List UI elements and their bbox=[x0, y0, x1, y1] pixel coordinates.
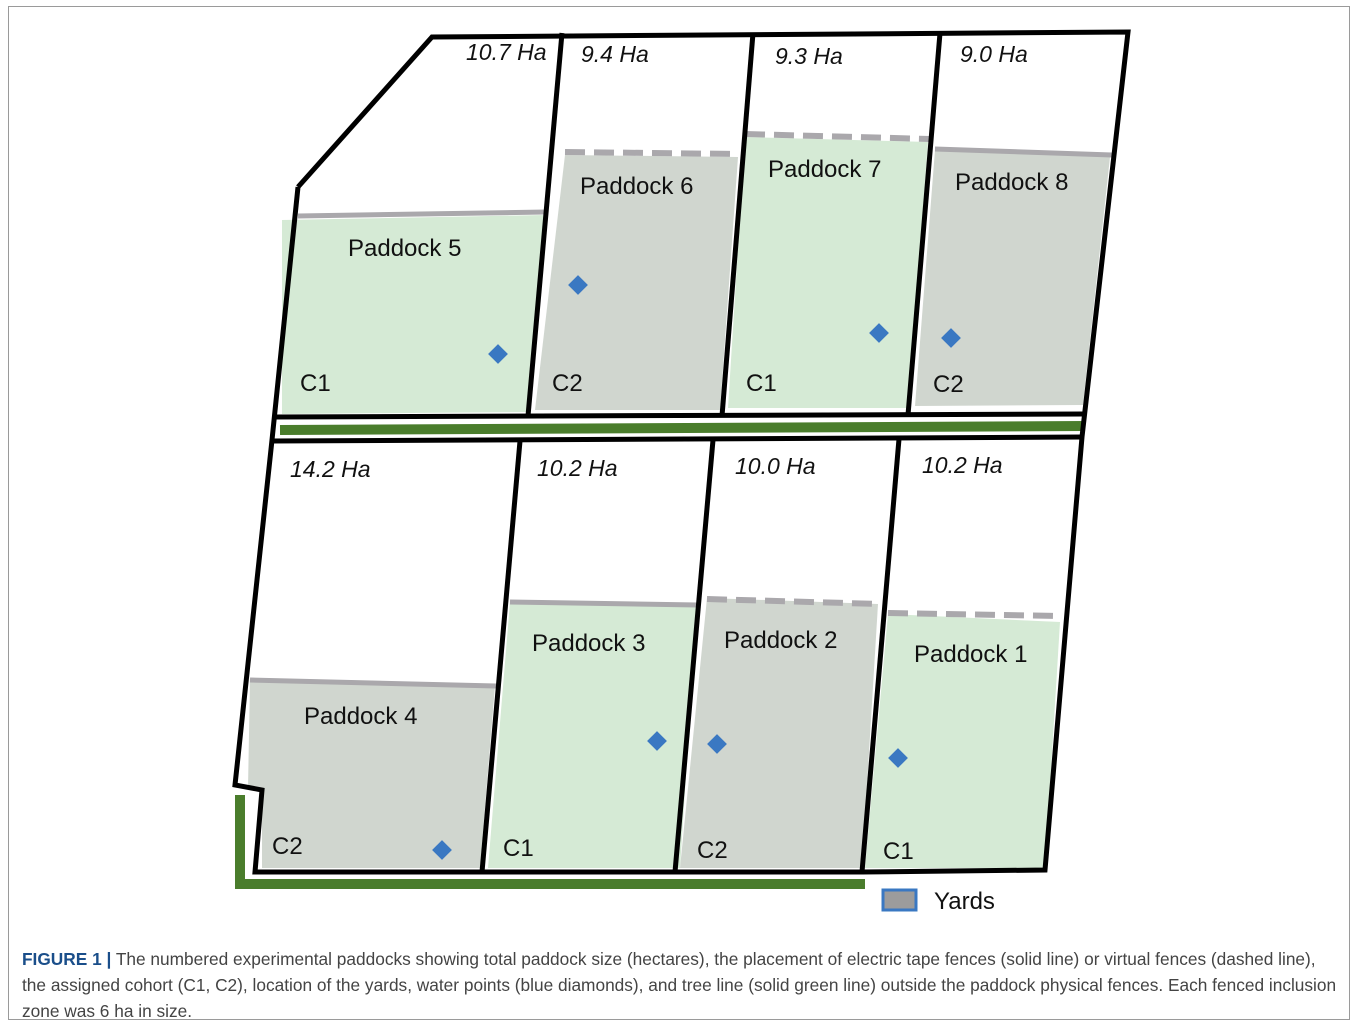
paddock-label: Paddock 6 bbox=[580, 173, 693, 200]
paddock-label: Paddock 7 bbox=[768, 156, 881, 183]
paddock-label: Paddock 1 bbox=[914, 641, 1027, 668]
caption: FIGURE 1 | The numbered experimental pad… bbox=[22, 946, 1338, 1024]
caption-label: FIGURE 1 | bbox=[22, 949, 112, 969]
virtual-fence bbox=[564, 149, 739, 157]
virtual-fence bbox=[744, 131, 931, 142]
tape-fence bbox=[509, 599, 699, 608]
paddock-label: Paddock 2 bbox=[724, 627, 837, 654]
paddock-label: Paddock 8 bbox=[955, 169, 1068, 196]
zone bbox=[680, 598, 878, 868]
zone bbox=[535, 155, 738, 410]
legend-label: Yards bbox=[934, 888, 995, 915]
zone bbox=[488, 602, 697, 868]
tree-line bbox=[279, 421, 1086, 435]
area-label: 9.4 Ha bbox=[581, 41, 649, 67]
tape-fence bbox=[249, 677, 497, 689]
fence bbox=[525, 32, 565, 417]
fence bbox=[672, 439, 716, 873]
fence bbox=[905, 32, 943, 416]
zone bbox=[915, 150, 1110, 406]
cohort-label: C1 bbox=[300, 370, 331, 397]
zone bbox=[865, 614, 1060, 868]
fence bbox=[479, 440, 523, 873]
paddock-label: Paddock 4 bbox=[304, 703, 417, 730]
figure-frame bbox=[8, 6, 1350, 1020]
cohort-label: C1 bbox=[503, 835, 534, 862]
area-label: 10.2 Ha bbox=[922, 452, 1003, 478]
tree-lines bbox=[235, 421, 1086, 889]
virtual-fences bbox=[564, 131, 1063, 619]
cohort-label: C2 bbox=[697, 837, 728, 864]
zone bbox=[282, 215, 545, 414]
zone bbox=[248, 680, 495, 868]
cohort-label: C1 bbox=[746, 370, 777, 397]
area-label: 9.3 Ha bbox=[775, 43, 843, 69]
cohort-label: C2 bbox=[272, 833, 303, 860]
zones bbox=[248, 137, 1110, 868]
tree-line bbox=[235, 795, 865, 889]
area-label: 14.2 Ha bbox=[290, 456, 371, 482]
virtual-fence bbox=[887, 610, 1063, 619]
caption-text: The numbered experimental paddocks showi… bbox=[22, 949, 1337, 1021]
cohort-label: C2 bbox=[552, 370, 583, 397]
fences bbox=[232, 29, 1131, 875]
paddock-label: Paddock 5 bbox=[348, 235, 461, 262]
water-point bbox=[488, 344, 508, 364]
fence bbox=[274, 411, 1084, 420]
fence bbox=[859, 438, 902, 873]
cohort-label: C2 bbox=[933, 371, 964, 398]
area-label: 10.2 Ha bbox=[537, 455, 618, 481]
fence bbox=[719, 32, 756, 417]
paddock-label: Paddock 3 bbox=[532, 630, 645, 657]
tape-fence bbox=[934, 146, 1113, 158]
paddock-map: 10.7 Ha 9.4 Ha 9.3 Ha 9.0 Ha 14.2 Ha 10.… bbox=[232, 29, 1131, 915]
fence bbox=[271, 434, 1083, 444]
legend-swatch bbox=[881, 888, 918, 912]
area-label: 10.7 Ha bbox=[466, 39, 547, 65]
tape-fence bbox=[297, 209, 547, 219]
area-label: 10.0 Ha bbox=[735, 453, 816, 479]
cohort-label: C1 bbox=[883, 838, 914, 865]
area-label: 9.0 Ha bbox=[960, 41, 1028, 67]
tape-fences bbox=[249, 146, 1113, 689]
